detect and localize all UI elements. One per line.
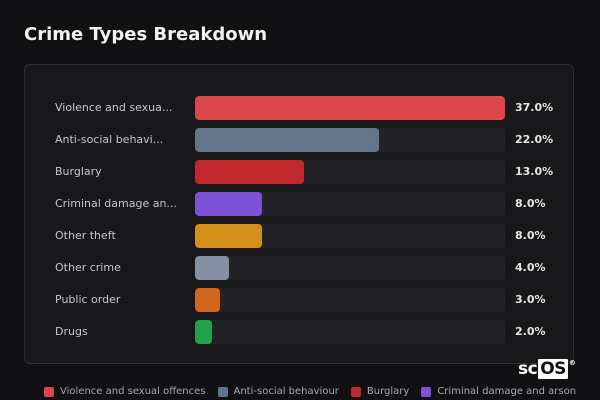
- bar-label: Drugs: [55, 325, 88, 338]
- bar-value-label: 22.0%: [515, 133, 554, 146]
- bar-value-label: 37.0%: [515, 101, 554, 114]
- bar-row: Burglary 13.0%: [25, 160, 575, 184]
- legend-swatch: [217, 386, 228, 397]
- bar[interactable]: [195, 160, 304, 184]
- legend-swatch: [421, 386, 432, 397]
- legend-label: Criminal damage and arson: [437, 386, 577, 397]
- bar-label: Other theft: [55, 229, 116, 242]
- bar-track: [195, 96, 505, 120]
- bar[interactable]: [195, 128, 379, 152]
- bar-row: Anti-social behavi... 22.0%: [25, 128, 575, 152]
- bar-row: Public order 3.0%: [25, 288, 575, 312]
- legend-item[interactable]: Violence and sexual offences: [44, 386, 206, 397]
- bar-label: Other crime: [55, 261, 121, 274]
- bar[interactable]: [195, 256, 229, 280]
- bar-label: Violence and sexua...: [55, 101, 173, 114]
- bar-row: Violence and sexua... 37.0%: [25, 96, 575, 120]
- scos-logo: sc OS ®: [518, 359, 576, 379]
- chart-title: Crime Types Breakdown: [24, 24, 268, 45]
- bar-value-label: 8.0%: [515, 197, 546, 210]
- bar-track: [195, 224, 505, 248]
- bar-value-label: 8.0%: [515, 229, 546, 242]
- bar[interactable]: [195, 288, 220, 312]
- bar[interactable]: [195, 320, 212, 344]
- bar-row: Other theft 8.0%: [25, 224, 575, 248]
- bar-label: Burglary: [55, 165, 102, 178]
- legend-label: Burglary: [366, 386, 410, 397]
- bar[interactable]: [195, 192, 262, 216]
- chart-legend: Violence and sexual offences Anti-social …: [44, 386, 600, 397]
- bar-value-label: 13.0%: [515, 165, 554, 178]
- bar-row: Drugs 2.0%: [25, 320, 575, 344]
- bar-label: Criminal damage an...: [55, 197, 177, 210]
- legend-label: Anti-social behaviour: [233, 386, 339, 397]
- bar-label: Anti-social behavi...: [55, 133, 164, 146]
- bar-label: Public order: [55, 293, 121, 306]
- bar[interactable]: [195, 96, 505, 120]
- legend-item[interactable]: Anti-social behaviour: [217, 386, 339, 397]
- bar-track: [195, 128, 505, 152]
- bar-row: Criminal damage an... 8.0%: [25, 192, 575, 216]
- bar-row: Other crime 4.0%: [25, 256, 575, 280]
- bar-track: [195, 160, 505, 184]
- bar-track: [195, 320, 505, 344]
- legend-item[interactable]: Criminal damage and arson: [421, 386, 576, 397]
- legend-label: Violence and sexual offences: [60, 386, 206, 397]
- bar-track: [195, 192, 505, 216]
- bar-track: [195, 256, 505, 280]
- legend-swatch: [350, 386, 361, 397]
- bar-track: [195, 288, 505, 312]
- bar-value-label: 4.0%: [515, 261, 546, 274]
- legend-swatch: [44, 386, 54, 397]
- bar-value-label: 3.0%: [515, 293, 546, 306]
- bar-value-label: 2.0%: [515, 325, 546, 338]
- chart-panel: Violence and sexua... 37.0% Anti-social be…: [24, 64, 574, 364]
- bar[interactable]: [195, 224, 262, 248]
- legend-item[interactable]: Burglary: [350, 386, 410, 397]
